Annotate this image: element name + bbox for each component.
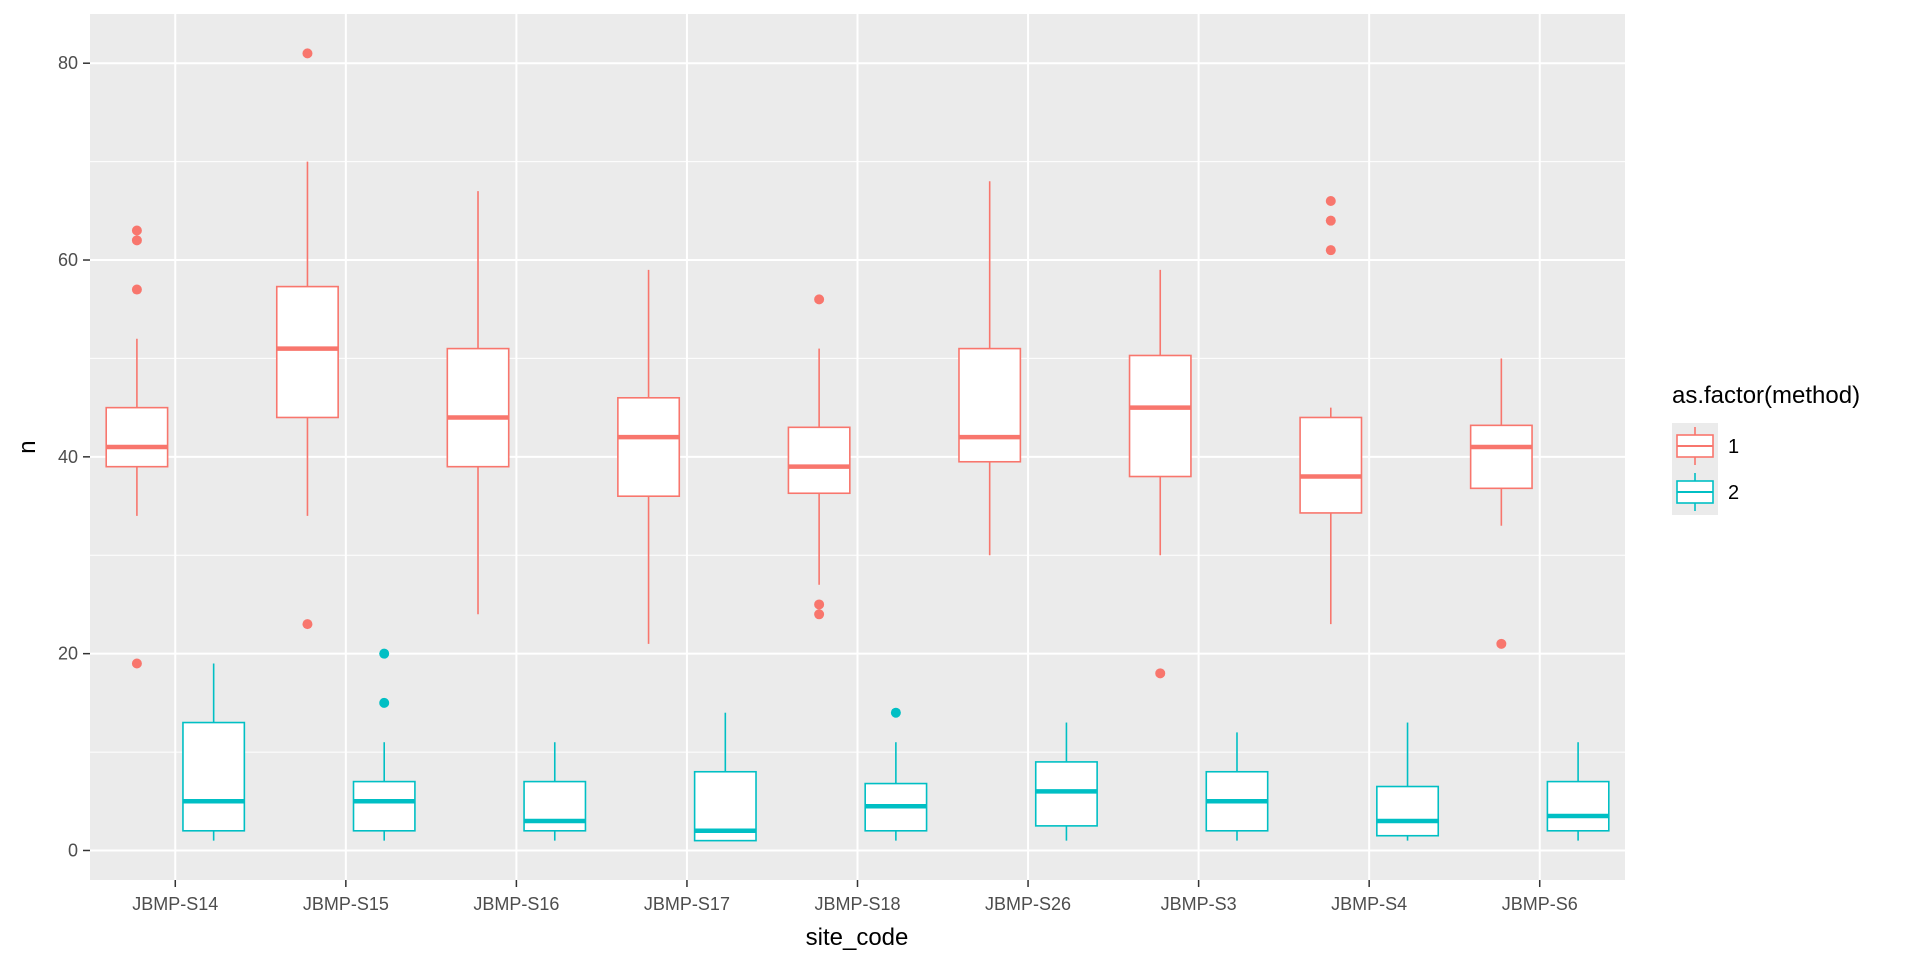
box-iqr	[787, 426, 851, 495]
outlier-point	[1155, 668, 1166, 679]
box-JBMP-S16-method-1	[446, 191, 510, 615]
box-iqr	[105, 406, 169, 468]
outlier-point	[302, 48, 313, 59]
outlier-point	[1325, 195, 1336, 206]
box-iqr	[1546, 780, 1610, 832]
outlier-point	[814, 294, 825, 305]
x-tick-label: JBMP-S14	[132, 894, 218, 914]
outlier-point	[379, 648, 390, 659]
box-iqr	[1376, 785, 1440, 837]
box-iqr	[1469, 424, 1533, 490]
x-axis-title: site_code	[806, 924, 909, 951]
y-tick-label: 0	[68, 840, 78, 860]
x-axis-ticks: JBMP-S14 JBMP-S15 JBMP-S16 JBMP-S17 JBMP-S18…	[132, 880, 1578, 914]
outlier-point	[814, 599, 825, 610]
box-iqr	[275, 285, 339, 419]
outlier-point	[1496, 638, 1507, 649]
outlier-point	[131, 225, 142, 236]
outlier-point	[131, 658, 142, 669]
outlier-point	[1325, 245, 1336, 256]
box-iqr	[1299, 416, 1363, 514]
outlier-point	[131, 235, 142, 246]
y-tick-label: 60	[58, 250, 78, 270]
y-tick-label: 40	[58, 447, 78, 467]
box-JBMP-S3-method-2	[1205, 732, 1269, 841]
box-JBMP-S26-method-2	[1034, 722, 1098, 841]
box-JBMP-S14-method-2	[182, 663, 246, 841]
legend-key-1: 1	[1672, 423, 1739, 469]
x-tick-label: JBMP-S3	[1161, 894, 1237, 914]
outlier-point	[1325, 215, 1336, 226]
x-tick-label: JBMP-S18	[814, 894, 900, 914]
box-JBMP-S6-method-1	[1469, 358, 1533, 649]
box-JBMP-S15-method-1	[275, 48, 339, 630]
box-iqr	[1128, 354, 1192, 478]
y-axis-ticks: 0 20 40 60 80	[58, 53, 90, 860]
outlier-point	[302, 619, 313, 630]
legend-key-2: 2	[1672, 469, 1739, 515]
box-JBMP-S18-method-2	[864, 707, 928, 841]
legend-title: as.factor(method)	[1672, 382, 1860, 409]
outlier-point	[379, 697, 390, 708]
x-tick-label: JBMP-S26	[985, 894, 1071, 914]
box-iqr	[958, 347, 1022, 463]
box-iqr	[617, 396, 681, 498]
outlier-point	[814, 609, 825, 620]
box-JBMP-S17-method-2	[693, 712, 757, 842]
box-JBMP-S14-method-1	[105, 225, 169, 669]
x-tick-label: JBMP-S6	[1502, 894, 1578, 914]
y-axis-title: n	[14, 440, 41, 453]
box-iqr	[446, 347, 510, 468]
box-iqr	[352, 780, 416, 832]
x-tick-label: JBMP-S16	[473, 894, 559, 914]
y-tick-label: 80	[58, 53, 78, 73]
legend-label: 2	[1728, 482, 1739, 504]
box-iqr	[182, 721, 246, 832]
outlier-point	[890, 707, 901, 718]
box-iqr	[523, 780, 587, 832]
legend-label: 1	[1728, 436, 1739, 458]
x-tick-label: JBMP-S15	[303, 894, 389, 914]
boxes	[105, 48, 1610, 842]
box-JBMP-S6-method-2	[1546, 742, 1610, 841]
box-JBMP-S17-method-1	[617, 269, 681, 644]
box-JBMP-S15-method-2	[352, 648, 416, 841]
box-JBMP-S18-method-1	[787, 294, 851, 620]
box-iqr	[1034, 761, 1098, 827]
box-JBMP-S4-method-1	[1299, 195, 1363, 625]
grid-lines	[90, 14, 1625, 880]
box-JBMP-S3-method-1	[1128, 269, 1192, 679]
outlier-point	[131, 284, 142, 295]
box-JBMP-S26-method-1	[958, 181, 1022, 556]
x-tick-label: JBMP-S4	[1331, 894, 1407, 914]
box-JBMP-S4-method-2	[1376, 722, 1440, 841]
box-JBMP-S16-method-2	[523, 742, 587, 841]
y-tick-label: 20	[58, 644, 78, 664]
x-tick-label: JBMP-S17	[644, 894, 730, 914]
legend: as.factor(method) 1 2	[1672, 382, 1860, 515]
